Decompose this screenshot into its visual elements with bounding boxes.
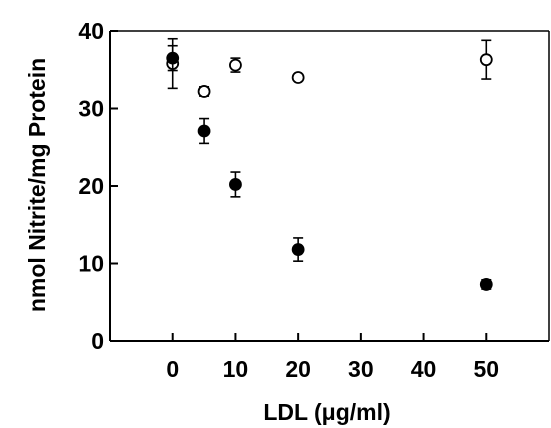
series-filled-circles (166, 44, 493, 291)
filled-data-point (479, 278, 493, 291)
x-tick-label: 30 (348, 356, 374, 382)
x-tick-label: 0 (166, 356, 179, 382)
y-axis-title: nmol Nitrite/mg Protein (24, 58, 50, 312)
open-data-point (291, 71, 305, 84)
filled-data-point (166, 51, 180, 65)
filled-data-point (229, 178, 242, 191)
x-axis-title: LDL (μg/ml) (263, 399, 390, 425)
y-tick-label: 0 (91, 328, 104, 354)
data-points (166, 37, 493, 291)
y-tick-label: 30 (78, 96, 104, 122)
y-tick-label: 40 (78, 18, 104, 44)
open-data-point (479, 53, 493, 67)
axes: 0 10 20 30 40 0 10 20 30 40 50 (78, 18, 550, 382)
x-tick-label: 20 (285, 356, 311, 382)
y-tick-label: 10 (78, 251, 104, 277)
open-data-point (197, 85, 211, 98)
x-tick-label: 10 (223, 356, 249, 382)
open-data-point (229, 58, 242, 72)
filled-data-point (291, 243, 305, 256)
series-open-circles (166, 37, 493, 98)
filled-data-point (197, 124, 211, 138)
y-tick-label: 20 (78, 173, 104, 199)
x-tick-label: 40 (411, 356, 437, 382)
x-tick-label: 50 (473, 356, 499, 382)
